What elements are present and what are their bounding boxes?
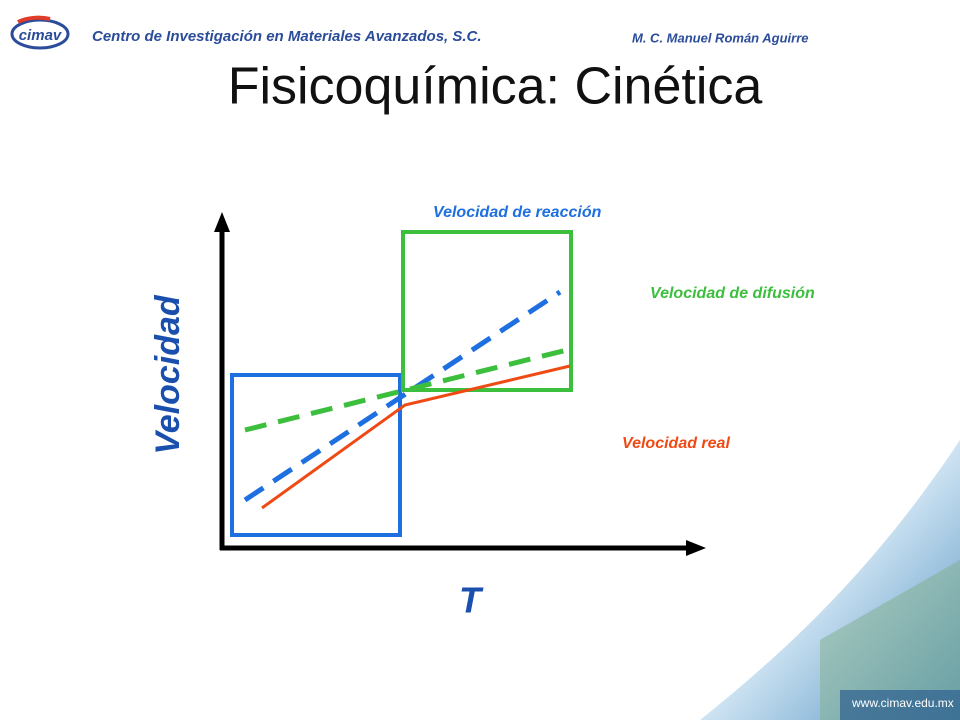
background-building [820, 560, 960, 720]
reaction-rate-line [243, 289, 562, 503]
slide-title: Fisicoquímica: Cinética [228, 58, 763, 116]
diffusion-rate-line [244, 345, 576, 433]
author: M. C. Manuel Román Aguirre [632, 30, 808, 45]
x-axis-label: T [459, 580, 484, 621]
real-label: Velocidad real [622, 435, 730, 452]
diffusion-regime-box [230, 373, 402, 537]
logo: cimav [10, 15, 70, 50]
organization: Centro de Investigación en Materiales Av… [92, 28, 482, 45]
footer-band [840, 690, 960, 720]
logo-text: cimav [19, 27, 63, 44]
diffusion-label: Velocidad de difusión [650, 285, 815, 302]
reaction-regime-box [401, 230, 573, 392]
y-axis-label: Velocidad [149, 294, 187, 455]
reaction-label: Velocidad de reacción [433, 204, 602, 221]
x-axis-arrow [686, 540, 706, 556]
real-rate-line [261, 364, 571, 510]
footer-url: www.cimav.edu.mx [851, 696, 954, 710]
y-axis-arrow [214, 212, 230, 232]
